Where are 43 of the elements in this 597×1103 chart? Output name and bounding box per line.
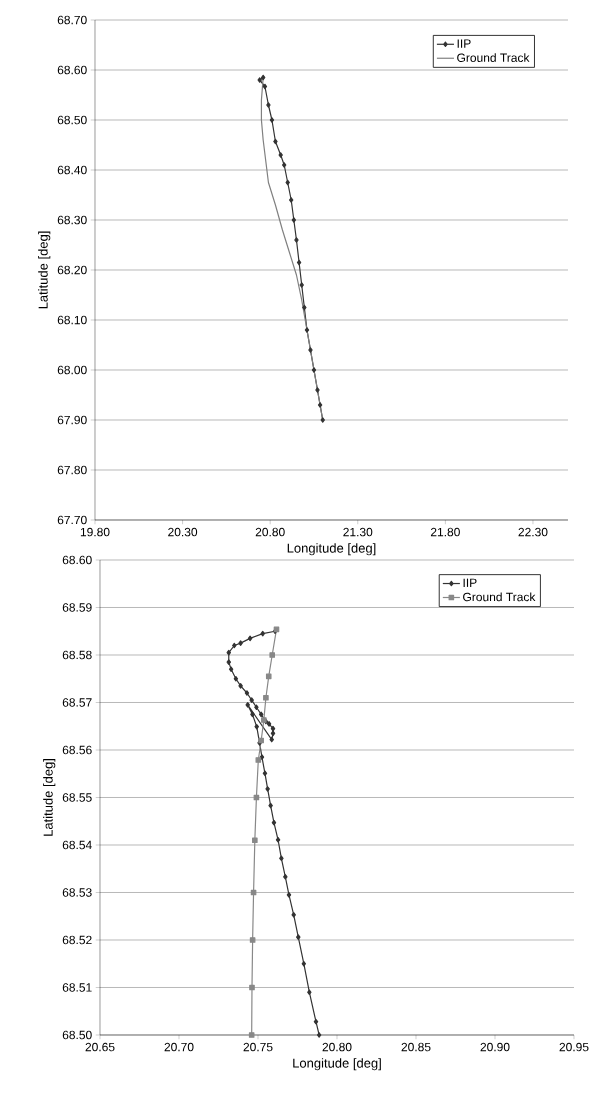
y-tick-label: 68.51 bbox=[62, 983, 92, 992]
y-tick-label: 68.54 bbox=[62, 840, 92, 850]
y-tick-label: 68.50 bbox=[57, 115, 87, 125]
x-tick-label: 20.30 bbox=[168, 527, 198, 537]
y-tick-label: 68.00 bbox=[57, 365, 87, 375]
y-tick-label: 68.20 bbox=[57, 265, 87, 275]
x-tick-label: 21.80 bbox=[430, 527, 460, 537]
y-tick-label: 68.30 bbox=[57, 215, 87, 225]
y-tick-label: 68.59 bbox=[62, 603, 92, 612]
y-tick-label: 67.70 bbox=[57, 515, 87, 525]
y-tick-label: 68.55 bbox=[62, 793, 92, 802]
y-tick-label: 67.90 bbox=[57, 415, 87, 425]
y-axis-title: Latitude [deg] bbox=[43, 759, 56, 836]
y-tick-label: 68.52 bbox=[62, 935, 92, 945]
x-tick-label: 20.65 bbox=[85, 1042, 115, 1052]
x-tick-label: 20.80 bbox=[255, 527, 285, 537]
y-tick-label: 68.70 bbox=[57, 15, 87, 25]
y-tick-label: 68.60 bbox=[62, 555, 92, 565]
x-tick-label: 19.80 bbox=[80, 527, 110, 537]
legend-label: Ground Track bbox=[463, 592, 536, 602]
y-tick-label: 68.57 bbox=[62, 698, 92, 707]
legend-label: IIP bbox=[463, 578, 477, 587]
x-tick-label: 20.90 bbox=[480, 1042, 510, 1052]
y-tick-label: 68.50 bbox=[62, 1030, 92, 1040]
x-tick-label: 21.30 bbox=[343, 527, 373, 537]
x-tick-label: 20.85 bbox=[401, 1042, 431, 1052]
x-axis-title: Longitude [deg] bbox=[287, 543, 376, 556]
x-tick-label: 20.75 bbox=[243, 1042, 273, 1052]
y-tick-label: 68.10 bbox=[57, 315, 87, 325]
y-tick-label: 68.40 bbox=[57, 165, 87, 175]
x-tick-label: 20.70 bbox=[164, 1042, 194, 1052]
y-tick-label: 68.56 bbox=[62, 745, 92, 755]
legend-label: Ground Track bbox=[457, 53, 530, 62]
x-tick-label: 20.95 bbox=[559, 1042, 589, 1052]
x-tick-label: 22.30 bbox=[518, 527, 548, 537]
y-tick-label: 68.53 bbox=[62, 888, 92, 897]
y-tick-label: 68.58 bbox=[62, 650, 92, 660]
x-axis-title: Longitude [deg] bbox=[293, 1058, 381, 1071]
y-axis-title: Latitude [deg] bbox=[38, 231, 51, 309]
legend-label: IIP bbox=[457, 39, 471, 48]
y-tick-label: 68.60 bbox=[57, 65, 87, 75]
y-tick-label: 67.80 bbox=[57, 465, 87, 475]
x-tick-label: 20.80 bbox=[322, 1042, 352, 1052]
